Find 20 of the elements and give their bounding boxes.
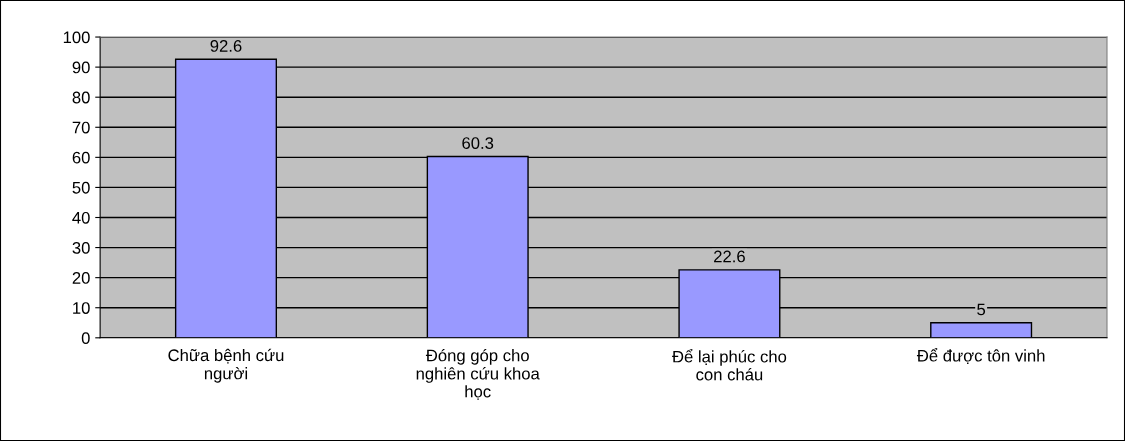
x-tick-label: Để lại phúc cho con cháu — [672, 348, 787, 381]
bar — [930, 322, 1033, 338]
y-tick-label: 10 — [73, 302, 90, 314]
x-tick-label: Đóng góp cho nghiên cứu khoa học — [416, 348, 540, 400]
y-tick-label: 100 — [63, 31, 90, 44]
data-label: 5 — [977, 303, 986, 316]
x-tick-label: Chữa bệnh cứu người — [168, 348, 284, 383]
y-tick-label: 50 — [72, 181, 90, 194]
data-label: 22.6 — [714, 250, 745, 263]
y-tick-label: 90 — [72, 61, 90, 74]
y-tick-label: 20 — [72, 272, 90, 284]
y-tick-label: 60 — [72, 151, 90, 164]
y-tick-label: 30 — [72, 241, 90, 254]
y-tick-label: 70 — [72, 121, 90, 134]
data-label: 60.3 — [462, 137, 494, 149]
y-tick-label: 0 — [81, 332, 90, 345]
x-tick-label: Để được tôn vinh — [916, 347, 1045, 364]
y-tick-label: 80 — [72, 91, 90, 104]
data-label: 92.6 — [210, 40, 242, 52]
y-tick-label: 40 — [72, 211, 90, 224]
